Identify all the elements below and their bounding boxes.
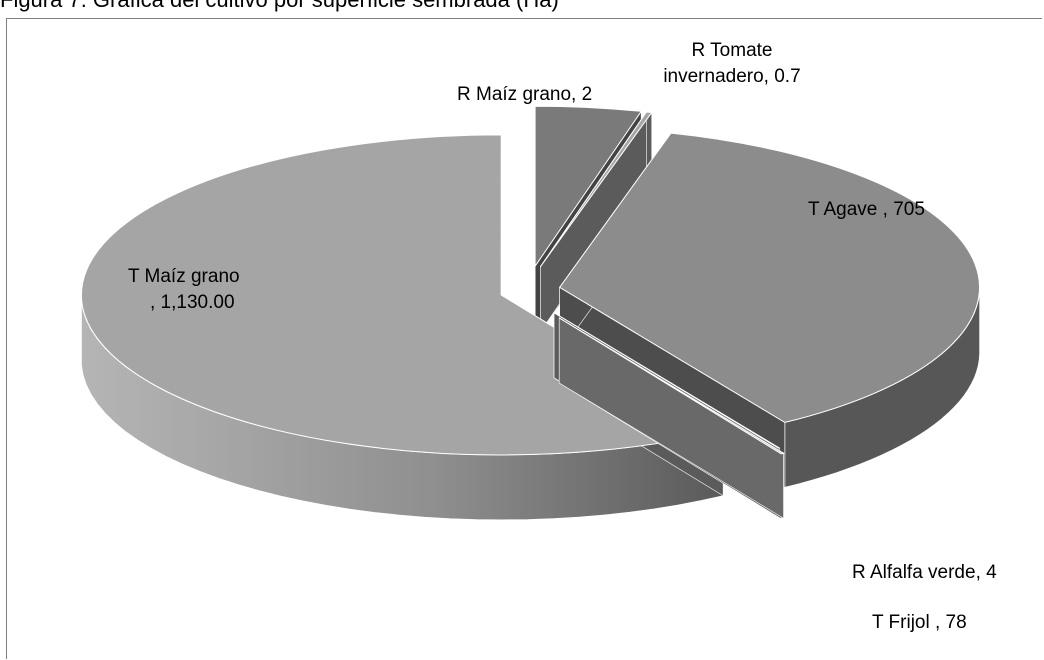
- data-label-t-ma-z-grano: T Maíz grano, 1,130.00: [128, 266, 240, 313]
- pie-slice-r-ma-z-grano: [558, 317, 785, 520]
- data-label-t-frijol: T Frijol , 78: [872, 612, 967, 633]
- data-label-r-alfalfa-verde: R Alfalfa verde, 4: [852, 562, 997, 583]
- data-label-r-ma-z-grano: R Maíz grano, 2: [457, 84, 592, 105]
- data-label-t-agave: T Agave , 705: [808, 199, 925, 220]
- chart-frame: [6, 18, 1042, 659]
- data-label-r-tomate-invernadero: R Tomate invernadero, 0.7: [663, 40, 800, 87]
- chart-title: Figura 7. Gráfica del cultivo por superf…: [0, 0, 559, 13]
